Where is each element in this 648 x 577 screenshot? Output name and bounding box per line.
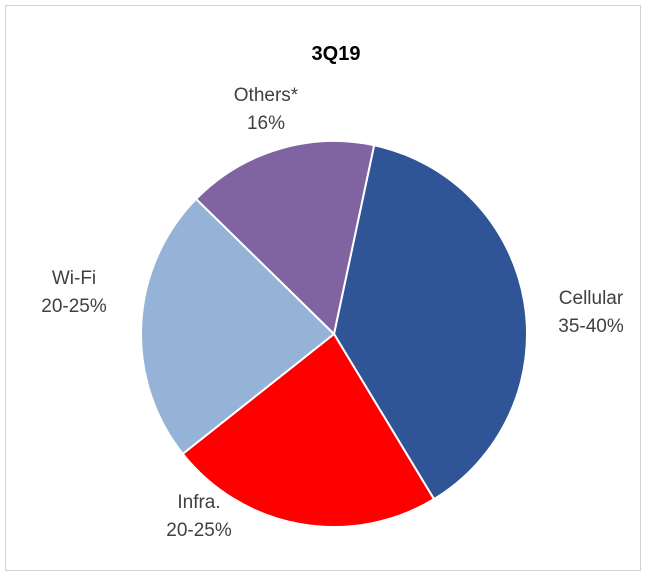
slice-value-label: 16% (247, 113, 285, 134)
pie-chart: 3Q19 Cellular 35-40% Infra. 20-25% Wi-Fi 20-2… (41, 43, 624, 541)
pie-slice-infra (181, 332, 436, 528)
chart-title: 3Q19 (312, 43, 361, 65)
pie-slice-wi-fi (140, 197, 336, 456)
pie-slice-cellular (332, 144, 528, 501)
slice-value-label: 35-40% (558, 316, 624, 337)
slice-value-label: 20-25% (166, 520, 232, 541)
slice-label: Others* (234, 85, 299, 106)
slice-label: Infra. (177, 492, 220, 513)
slice-label: Wi-Fi (52, 268, 96, 289)
pie-slices (140, 140, 528, 528)
chart-frame: 3Q19 Cellular 35-40% Infra. 20-25% Wi-Fi 20-2… (5, 5, 641, 571)
slice-value-label: 20-25% (41, 296, 107, 317)
pie-labels: Cellular 35-40% Infra. 20-25% Wi-Fi 20-25% Oth… (41, 85, 624, 541)
pie-slice-others (194, 140, 376, 336)
slice-label: Cellular (559, 288, 624, 309)
